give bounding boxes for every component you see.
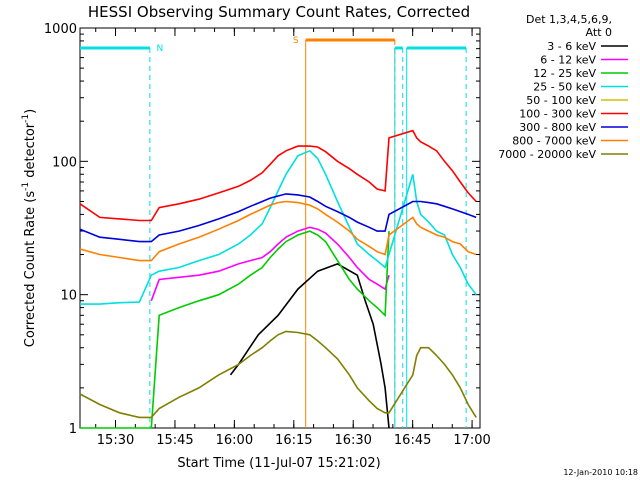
series-line-7	[79, 200, 477, 262]
series-lines	[79, 129, 477, 429]
series-line-2	[80, 230, 390, 429]
y-axis-label: Corrected Count Rate (s-1 detector-1)	[21, 109, 38, 347]
series-line-0	[229, 263, 390, 429]
y-tick-label: 100	[52, 155, 77, 170]
y-tick-label: 1	[69, 422, 77, 437]
legend-entry-label: 300 - 800 keV	[519, 121, 596, 134]
legend-entry-label: 3 - 6 keV	[547, 40, 596, 53]
series-line-8	[79, 330, 477, 419]
y-axis-label-main: Corrected Count Rate (s	[23, 191, 38, 348]
y-axis-label-mid: detector	[23, 122, 38, 182]
legend-header: Att 0	[586, 26, 612, 39]
flag-label-N: N	[156, 44, 163, 54]
y-axis-label-sup1: -1	[21, 182, 31, 191]
legend-entry-label: 12 - 25 keV	[533, 67, 596, 80]
legend-entry-label: 800 - 7000 keV	[512, 135, 596, 148]
x-axis: 15:30 15:45 16:00 16:15 16:30 16:45 17:00	[95, 28, 491, 448]
instrument-flags: NS	[80, 36, 467, 428]
x-tick-label: 17:00	[453, 433, 490, 448]
x-tick-label: 16:15	[275, 433, 312, 448]
y-tick-label: 10	[60, 289, 77, 304]
y-axis: 1 10 100 1000	[44, 22, 480, 437]
plot-area	[79, 27, 481, 429]
flag-label-S: S	[293, 36, 299, 46]
x-tick-label: 15:30	[97, 433, 134, 448]
x-axis-label: Start Time (11-Jul-07 15:21:02)	[177, 456, 380, 471]
y-tick-label: 1000	[44, 22, 77, 37]
x-tick-label: 16:00	[216, 433, 253, 448]
legend-entry-label: 50 - 100 keV	[526, 94, 596, 107]
chart-title: HESSI Observing Summary Count Rates, Cor…	[88, 3, 470, 21]
legend-entry-label: 25 - 50 keV	[533, 81, 596, 94]
y-axis-label-sup2: -1	[21, 114, 31, 123]
timestamp: 12-Jan-2010 10:18	[563, 468, 638, 477]
legend-entry-label: 7000 - 20000 keV	[498, 148, 596, 161]
series-line-1	[150, 226, 390, 302]
series-line-6	[79, 193, 477, 243]
x-tick-label: 16:30	[334, 433, 371, 448]
legend-entry-label: 6 - 12 keV	[540, 54, 596, 67]
y-axis-label-end: )	[23, 109, 38, 114]
plot-frame	[79, 27, 481, 429]
series-line-3	[80, 149, 477, 305]
x-tick-label: 16:45	[394, 433, 431, 448]
legend-entry-label: 100 - 300 keV	[519, 108, 596, 121]
x-tick-label: 15:45	[156, 433, 193, 448]
series-line-5	[79, 129, 477, 222]
legend-header: Det 1,3,4,5,6,9,	[526, 13, 612, 26]
